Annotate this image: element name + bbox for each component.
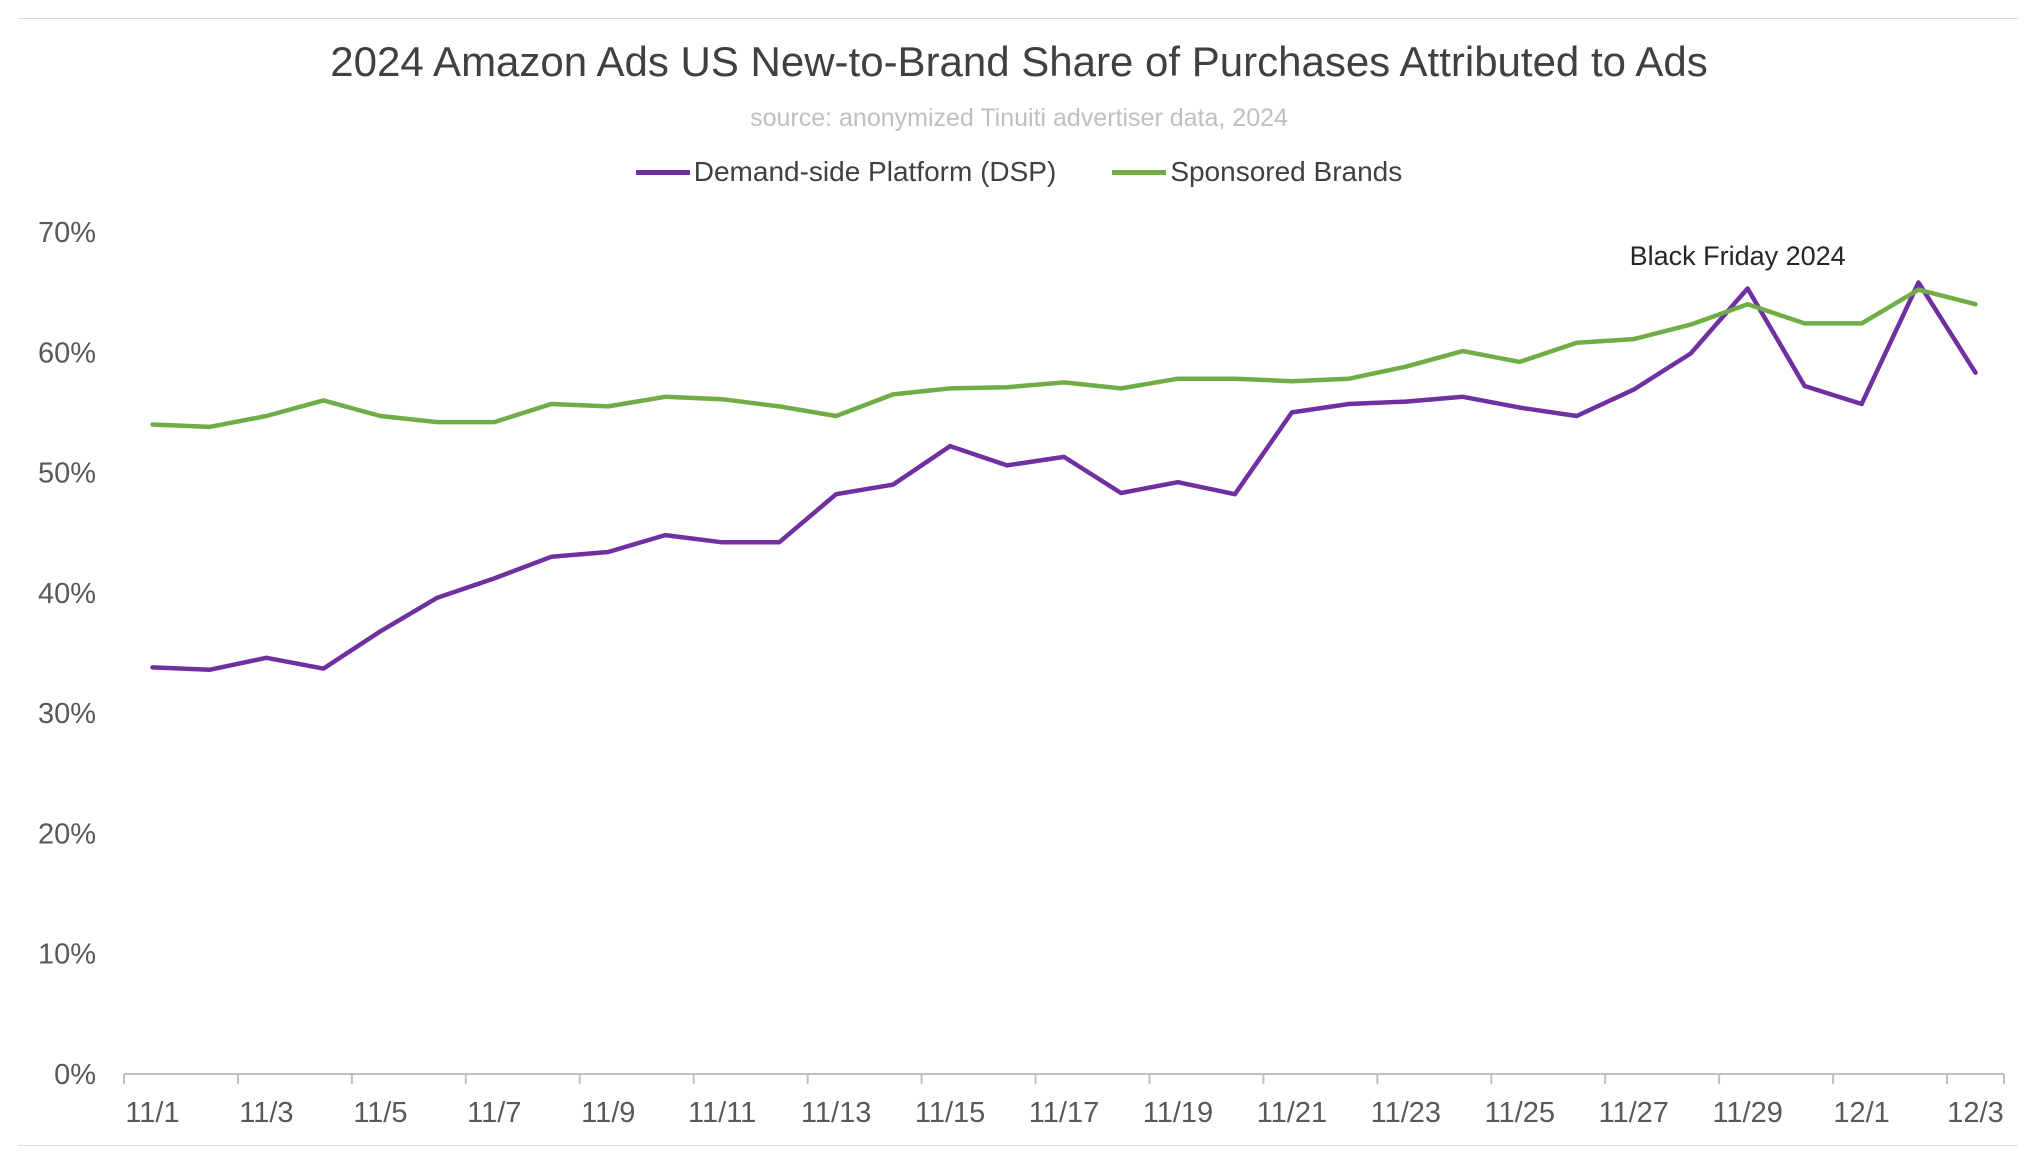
chart-subtitle: source: anonymized Tinuiti advertiser da… [750,104,1288,132]
legend-label-sponsored-brands: Sponsored Brands [1170,156,1403,187]
series-layer [150,280,1978,673]
chart-frame [18,18,2018,1146]
x-tick-label: 11/21 [1257,1097,1327,1129]
x-tick-label: 11/25 [1485,1097,1555,1129]
x-tick-label: 12/1 [1833,1097,1889,1129]
x-tick-label: 11/15 [915,1097,985,1129]
y-tick-label: 30% [38,698,96,730]
y-tick-label: 60% [38,337,96,369]
y-tick-label: 40% [38,578,96,610]
x-tick-label: 11/9 [581,1097,635,1129]
series-line-sponsored-brands [150,287,1978,430]
legend-entry-sponsored-brands: Sponsored Brands [1112,156,1402,188]
x-tick-label: 11/7 [467,1097,521,1129]
y-tick-label: 70% [38,217,96,249]
legend-swatch-sponsored-brands [1112,169,1167,175]
legend-label-dsp: Demand-side Platform (DSP) [693,156,1057,187]
x-tick-label: 11/11 [688,1097,756,1129]
x-tick-label: 11/3 [239,1097,293,1129]
y-tick-label: 50% [38,458,96,490]
x-tick-label: 11/23 [1371,1097,1441,1129]
annotation-black-friday: Black Friday 2024 [1630,241,1846,271]
x-tick-label: 11/19 [1143,1097,1213,1129]
x-tick-label: 11/17 [1029,1097,1099,1129]
legend-entry-dsp: Demand-side Platform (DSP) [635,156,1057,188]
axes: 0% 10% 20% 30% 40% 50% 60% 70% 11/1 11/3 11/5 11/7 1… [38,217,2005,1129]
x-tick-label: 12/3 [1947,1097,2003,1129]
x-tick-label: 11/1 [125,1097,179,1129]
legend: Demand-side Platform (DSP) Sponsored Bra… [0,156,2038,188]
y-tick-label: 10% [38,939,96,971]
legend-swatch-dsp [635,169,690,175]
annotation-layer: Black Friday 2024 [1630,241,1846,271]
y-tick-label: 0% [54,1059,96,1091]
y-tick-label: 20% [38,818,96,850]
x-tick-label: 11/27 [1598,1097,1668,1129]
x-tick-label: 11/13 [801,1097,871,1129]
series-line-demand-side-platform-dsp [150,280,1978,673]
x-tick-label: 11/29 [1712,1097,1782,1129]
chart-title: 2024 Amazon Ads US New-to-Brand Share of… [330,38,1708,85]
x-tick-label: 11/5 [353,1097,407,1129]
